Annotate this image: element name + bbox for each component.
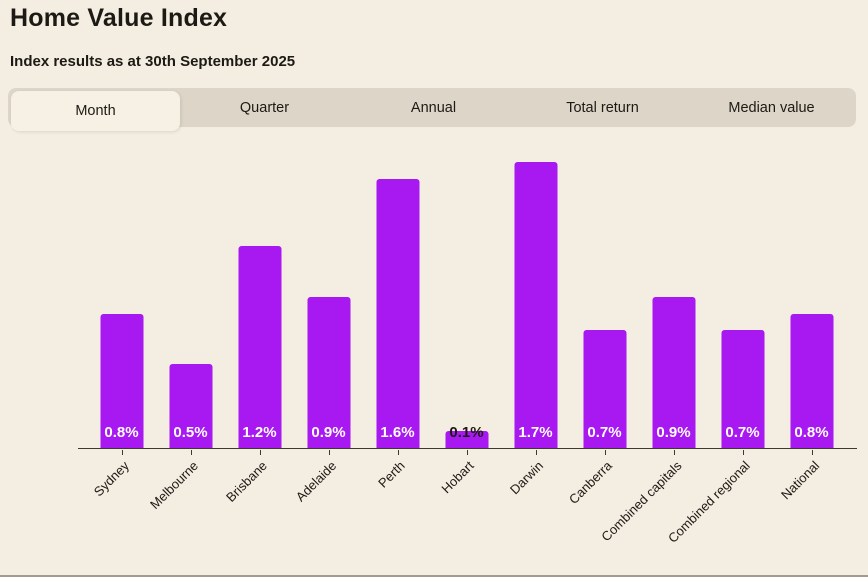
bar-group-combined-capitals: 0.9% Combined capitals (598, 157, 708, 544)
x-axis-label-brisbane: Brisbane (223, 458, 271, 505)
bar-chart: 0.8% Sydney 0.5% Melbourne 1.2% Brisbane 0.9% A… (78, 157, 857, 546)
bar-value-label: 0.9% (311, 424, 346, 441)
bar-value-label: 0.7% (587, 424, 622, 441)
axis-tick (466, 450, 468, 455)
bar-canberra (583, 330, 626, 448)
bar-group-melbourne: 0.5% Melbourne (147, 157, 225, 512)
axis-tick (742, 450, 744, 455)
x-axis-label-sydney: Sydney (90, 458, 133, 500)
axis-tick (121, 450, 123, 455)
bar-group-combined-regional: 0.7% Combined regional (665, 157, 777, 546)
bar-value-label: 0.9% (656, 424, 691, 441)
x-axis-label-national: National (777, 458, 823, 503)
bar-value-label: 0.5% (173, 424, 208, 441)
bar-group-perth: 1.6% Perth (363, 157, 432, 491)
bar-value-label: 0.1% (449, 424, 484, 441)
x-axis-label-darwin: Darwin (506, 458, 547, 498)
x-axis-line (78, 448, 857, 449)
bar-sydney (100, 314, 143, 448)
bar-group-adelaide: 0.9% Adelaide (293, 157, 363, 504)
tab-month[interactable]: Month (11, 91, 180, 131)
bar-value-label: 1.6% (380, 424, 415, 441)
bar-darwin (514, 162, 557, 448)
x-axis-label-hobart: Hobart (438, 458, 478, 497)
bar-hobart (445, 431, 488, 448)
bar-group-national: 0.8% National (777, 157, 846, 502)
axis-tick (604, 450, 606, 455)
bar-adelaide (307, 297, 350, 448)
x-axis-label-melbourne: Melbourne (147, 458, 202, 513)
bar-value-label: 0.8% (794, 424, 829, 441)
bar-group-hobart: 0.1% Hobart (432, 157, 501, 496)
bar-group-canberra: 0.7% Canberra (566, 157, 639, 507)
page-title: Home Value Index (10, 4, 228, 32)
axis-tick (673, 450, 675, 455)
bar-group-darwin: 1.7% Darwin (501, 157, 570, 497)
page-subtitle: Index results as at 30th September 2025 (10, 53, 296, 70)
axis-tick (535, 450, 537, 455)
tab-annual[interactable]: Annual (410, 99, 457, 116)
tab-bar: Month Quarter Annual Total return Median val… (8, 88, 856, 131)
tab-median-value[interactable]: Median value (728, 99, 815, 116)
axis-tick (259, 450, 261, 455)
x-axis-label-perth: Perth (375, 458, 409, 491)
bar-value-label: 0.8% (104, 424, 139, 441)
tab-total-return[interactable]: Total return (566, 99, 639, 116)
axis-tick (397, 450, 399, 455)
axis-tick (328, 450, 330, 455)
bar-combined-regional (721, 330, 764, 448)
tab-quarter[interactable]: Quarter (239, 99, 290, 116)
axis-tick (190, 450, 192, 455)
bar-value-label: 1.2% (242, 424, 277, 441)
x-axis-label-adelaide: Adelaide (292, 458, 340, 505)
bar-group-brisbane: 1.2% Brisbane (223, 157, 294, 505)
bar-group-sydney: 0.8% Sydney (87, 157, 156, 499)
bar-value-label: 0.7% (725, 424, 760, 441)
x-axis-label-canberra: Canberra (566, 458, 616, 507)
bar-melbourne (169, 364, 212, 448)
axis-tick (811, 450, 813, 455)
bar-combined-capitals (652, 297, 695, 448)
chart-bars: 0.8% Sydney 0.5% Melbourne 1.2% Brisbane 0.9% A… (87, 157, 846, 546)
bar-value-label: 1.7% (518, 424, 553, 441)
bar-perth (376, 179, 419, 448)
bar-national (790, 314, 833, 448)
bar-brisbane (238, 246, 281, 448)
